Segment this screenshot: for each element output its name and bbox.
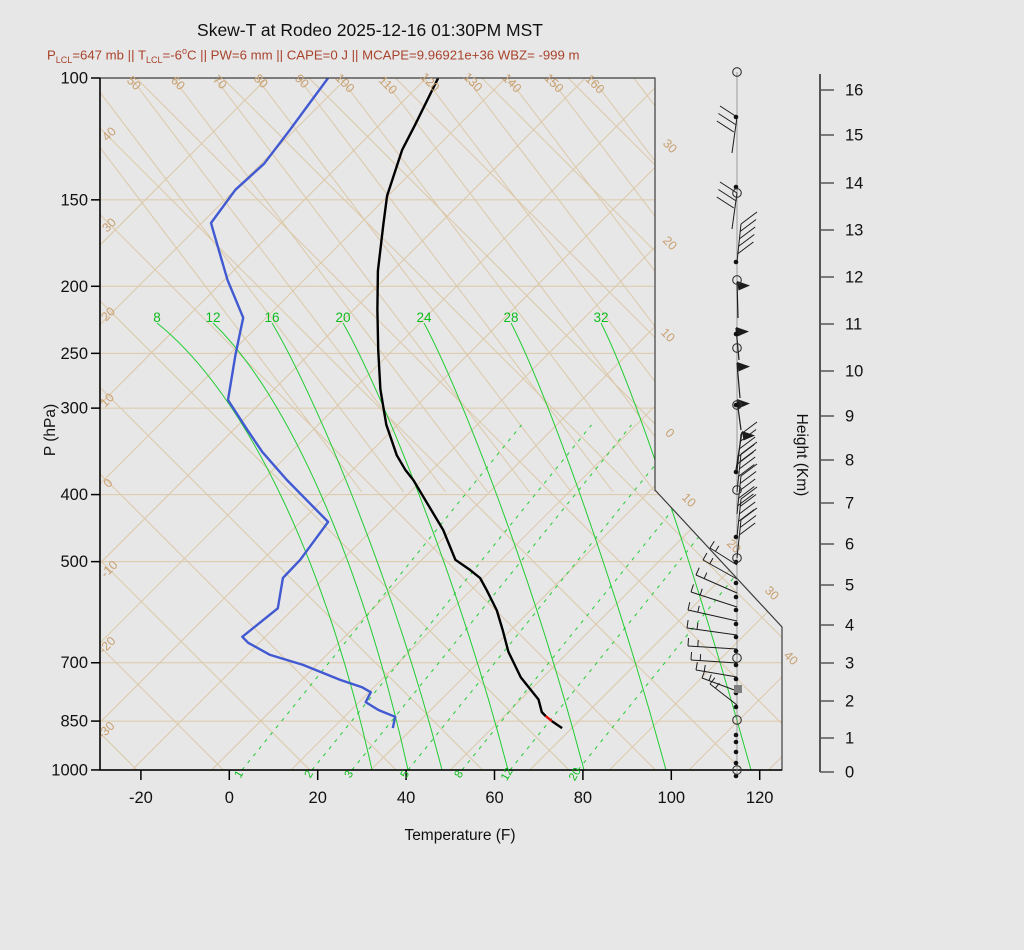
svg-text:110: 110 xyxy=(376,73,400,97)
svg-text:90: 90 xyxy=(292,71,312,91)
svg-text:5: 5 xyxy=(845,577,854,595)
svg-text:60: 60 xyxy=(168,73,188,93)
wind-barb-column xyxy=(686,67,758,779)
svg-text:14: 14 xyxy=(845,175,863,193)
background-line-edge-labels: 50 60 70 80 90 100 110 120 130 140 150 160403020100… xyxy=(95,70,801,742)
svg-text:16: 16 xyxy=(264,310,279,325)
svg-text:9: 9 xyxy=(845,408,854,426)
svg-text:6: 6 xyxy=(845,536,854,554)
svg-text:13: 13 xyxy=(845,222,863,240)
svg-text:100: 100 xyxy=(60,70,88,88)
svg-text:120: 120 xyxy=(418,70,443,95)
svg-text:4: 4 xyxy=(845,617,854,635)
svg-text:700: 700 xyxy=(60,654,88,672)
svg-text:3: 3 xyxy=(845,655,854,673)
svg-text:28: 28 xyxy=(503,310,518,325)
plot-boundary xyxy=(99,77,783,771)
svg-text:850: 850 xyxy=(60,713,88,731)
chart-title: Skew-T at Rodeo 2025-12-16 01:30PM MST xyxy=(197,20,543,40)
svg-text:20: 20 xyxy=(335,310,350,325)
svg-text:20: 20 xyxy=(567,766,584,783)
svg-text:10: 10 xyxy=(658,325,678,345)
svg-text:16: 16 xyxy=(845,82,863,100)
chart-subtitle: PLCL=647 mb || TLCL=-6oC || PW=6 mm || C… xyxy=(47,46,580,66)
svg-text:2: 2 xyxy=(303,769,317,781)
svg-text:0: 0 xyxy=(845,764,854,782)
svg-text:500: 500 xyxy=(60,553,88,571)
svg-text:3: 3 xyxy=(343,769,357,781)
svg-text:7: 7 xyxy=(845,495,854,513)
svg-text:300: 300 xyxy=(60,400,88,418)
svg-text:80: 80 xyxy=(574,789,592,807)
svg-text:32: 32 xyxy=(593,310,608,325)
svg-text:120: 120 xyxy=(746,789,774,807)
svg-text:15: 15 xyxy=(845,127,863,145)
svg-text:60: 60 xyxy=(485,789,503,807)
svg-text:-30: -30 xyxy=(95,719,118,742)
svg-text:8: 8 xyxy=(845,452,854,470)
svg-text:12: 12 xyxy=(845,269,863,287)
svg-text:11: 11 xyxy=(845,316,862,334)
svg-text:8: 8 xyxy=(153,310,161,325)
x-axis-title: Temperature (F) xyxy=(404,827,515,844)
svg-text:100: 100 xyxy=(333,71,358,96)
svg-text:1000: 1000 xyxy=(51,761,88,779)
svg-text:250: 250 xyxy=(60,345,88,363)
svg-text:10: 10 xyxy=(845,363,863,381)
svg-text:12: 12 xyxy=(205,310,220,325)
svg-text:30: 30 xyxy=(762,583,782,603)
sounding-curves xyxy=(209,78,563,730)
svg-text:0: 0 xyxy=(101,476,116,491)
svg-text:130: 130 xyxy=(461,70,486,95)
svg-text:1: 1 xyxy=(233,769,247,781)
svg-text:8: 8 xyxy=(453,769,467,781)
svg-text:20: 20 xyxy=(660,233,680,253)
svg-text:1: 1 xyxy=(845,730,854,748)
green-line-labels: 8 12 16 20 24 28 321 2 3 5 8 12 20 xyxy=(153,310,608,783)
svg-text:40: 40 xyxy=(397,789,415,807)
svg-text:0: 0 xyxy=(662,426,677,441)
svg-text:24: 24 xyxy=(416,310,432,325)
svg-text:200: 200 xyxy=(60,278,88,296)
svg-text:150: 150 xyxy=(542,71,567,96)
svg-text:70: 70 xyxy=(210,72,230,92)
svg-text:-20: -20 xyxy=(96,634,119,657)
svg-text:30: 30 xyxy=(99,215,119,235)
svg-text:20: 20 xyxy=(724,536,744,556)
svg-text:12: 12 xyxy=(499,766,516,783)
background-isotherm-adiabat-lines xyxy=(100,78,782,770)
svg-text:5: 5 xyxy=(399,769,413,781)
svg-text:100: 100 xyxy=(658,789,686,807)
svg-text:2: 2 xyxy=(845,693,854,711)
svg-text:80: 80 xyxy=(251,71,271,91)
pressure-axis-title: P (hPa) xyxy=(42,404,59,456)
svg-text:140: 140 xyxy=(500,71,525,96)
moist-adiabat-mixing-ratio-lines xyxy=(156,322,782,770)
svg-text:150: 150 xyxy=(60,191,88,209)
svg-text:10: 10 xyxy=(679,490,699,510)
height-axis-title: Height (Km) xyxy=(793,414,810,497)
svg-text:40: 40 xyxy=(99,124,119,144)
svg-text:20: 20 xyxy=(98,304,118,324)
svg-text:40: 40 xyxy=(781,648,801,668)
svg-text:400: 400 xyxy=(60,486,88,504)
svg-text:30: 30 xyxy=(660,136,680,156)
svg-text:20: 20 xyxy=(309,789,327,807)
svg-text:-20: -20 xyxy=(129,789,153,807)
svg-text:0: 0 xyxy=(225,789,234,807)
